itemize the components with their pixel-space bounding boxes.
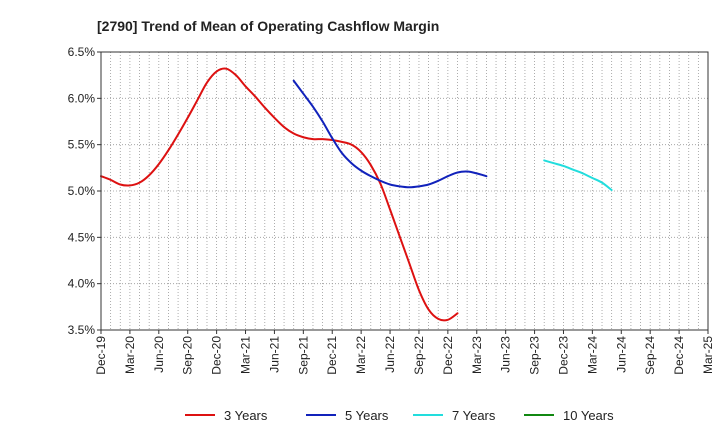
- x-tick-label: Mar-25: [701, 336, 715, 374]
- x-tick-label: Jun-21: [267, 336, 281, 373]
- x-tick-label: Dec-22: [441, 336, 455, 375]
- x-tick-label: Dec-20: [210, 336, 224, 375]
- x-tick-label: Jun-22: [383, 336, 397, 373]
- x-axis: Dec-19 Mar-20 Jun-20 Sep-20 Dec-20 Mar-21 Jun-…: [94, 330, 715, 375]
- x-tick-label: Jun-24: [614, 336, 628, 373]
- x-tick-label: Mar-24: [585, 336, 599, 374]
- x-tick-label: Sep-24: [643, 336, 657, 375]
- y-tick-label: 3.5%: [68, 323, 96, 337]
- x-tick-label: Mar-23: [470, 336, 484, 374]
- y-tick-label: 5.5%: [68, 138, 96, 152]
- x-tick-label: Sep-20: [181, 336, 195, 375]
- x-tick-label: Dec-21: [325, 336, 339, 375]
- grid: [101, 52, 708, 330]
- legend-label-3-years: 3 Years: [224, 408, 268, 423]
- y-axis: 3.5% 4.0% 4.5% 5.0% 5.5% 6.0% 6.5%: [68, 45, 101, 337]
- y-tick-label: 4.0%: [68, 277, 96, 291]
- x-tick-label: Mar-20: [123, 336, 137, 374]
- y-tick-label: 6.5%: [68, 45, 96, 59]
- y-tick-label: 5.0%: [68, 184, 96, 198]
- legend-label-10-years: 10 Years: [563, 408, 614, 423]
- x-tick-label: Sep-23: [528, 336, 542, 375]
- x-tick-label: Mar-22: [354, 336, 368, 374]
- series-line-5-years: [292, 79, 488, 189]
- chart-title: [2790] Trend of Mean of Operating Cashfl…: [97, 18, 439, 34]
- series-group: [100, 67, 613, 322]
- series-line-7-years: [543, 159, 613, 192]
- legend-label-5-years: 5 Years: [345, 408, 389, 423]
- x-tick-label: Jun-20: [152, 336, 166, 373]
- legend: 3 Years 5 Years 7 Years 10 Years: [185, 408, 614, 423]
- series-line-3-years: [100, 67, 459, 322]
- x-tick-label: Sep-21: [296, 336, 310, 375]
- x-tick-label: Dec-19: [94, 336, 108, 375]
- x-tick-label: Dec-23: [556, 336, 570, 375]
- x-tick-label: Dec-24: [672, 336, 686, 375]
- legend-label-7-years: 7 Years: [452, 408, 496, 423]
- plot-frame: [100, 51, 709, 331]
- y-tick-label: 6.0%: [68, 91, 96, 105]
- x-tick-label: Mar-21: [239, 336, 253, 374]
- x-tick-label: Sep-22: [412, 336, 426, 375]
- x-tick-label: Jun-23: [499, 336, 513, 373]
- y-tick-label: 4.5%: [68, 230, 96, 244]
